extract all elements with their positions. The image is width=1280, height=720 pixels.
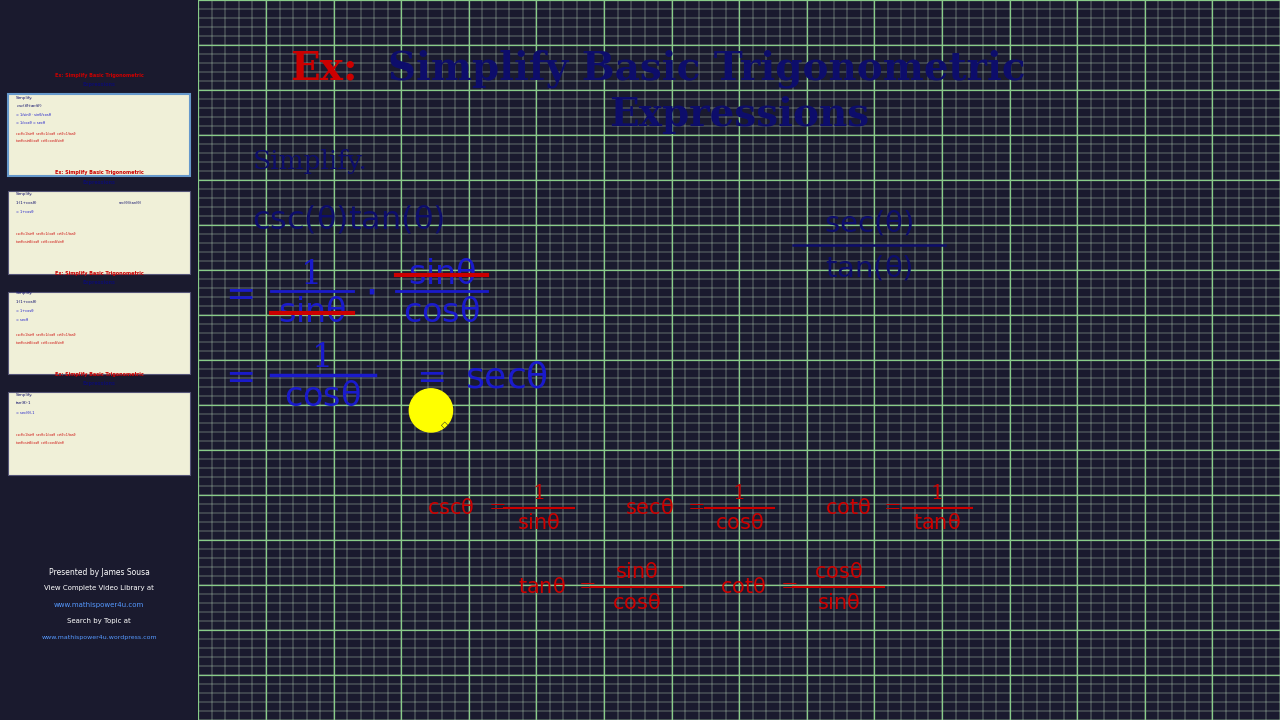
Text: $\mathrm{cos\theta}$: $\mathrm{cos\theta}$ xyxy=(403,297,480,329)
Text: Ex: Simplify Basic Trigonometric: Ex: Simplify Basic Trigonometric xyxy=(55,73,143,78)
Text: $\mathrm{cos\theta}$: $\mathrm{cos\theta}$ xyxy=(284,382,361,413)
Text: Simplify.: Simplify. xyxy=(15,392,33,397)
Text: $\mathrm{sec\theta}$: $\mathrm{sec\theta}$ xyxy=(626,498,675,518)
Text: = 1+cosθ: = 1+cosθ xyxy=(15,210,33,214)
Text: Ex:: Ex: xyxy=(291,50,358,87)
Text: =: = xyxy=(579,577,596,596)
Text: = secθ: = secθ xyxy=(15,318,28,323)
Text: Search by Topic at: Search by Topic at xyxy=(68,618,131,624)
Text: Simplify.: Simplify. xyxy=(15,192,33,197)
Text: www.mathispower4u.wordpress.com: www.mathispower4u.wordpress.com xyxy=(41,635,157,639)
Text: 1: 1 xyxy=(732,484,746,503)
Text: $\mathrm{cos\theta}$: $\mathrm{cos\theta}$ xyxy=(612,593,660,613)
Text: Expressions: Expressions xyxy=(83,281,115,285)
Text: cscθ=1/sinθ  secθ=1/cosθ  cotθ=1/tanθ: cscθ=1/sinθ secθ=1/cosθ cotθ=1/tanθ xyxy=(15,132,76,136)
Text: Simplify.: Simplify. xyxy=(15,291,33,295)
Text: cscθ=1/sinθ  secθ=1/cosθ  cotθ=1/tanθ: cscθ=1/sinθ secθ=1/cosθ cotθ=1/tanθ xyxy=(15,333,76,337)
Text: =: = xyxy=(225,278,256,312)
Text: tanθ=sinθ/cosθ  cotθ=cosθ/sinθ: tanθ=sinθ/cosθ cotθ=cosθ/sinθ xyxy=(15,240,64,244)
Text: 1: 1 xyxy=(312,342,333,374)
FancyBboxPatch shape xyxy=(8,94,191,176)
Text: $\mathrm{sin\theta}$: $\mathrm{sin\theta}$ xyxy=(614,562,658,582)
Text: 1: 1 xyxy=(931,484,943,503)
Text: $csc(\theta)tan(\theta)$: $csc(\theta)tan(\theta)$ xyxy=(15,102,42,109)
Text: 1·(1+cosθ): 1·(1+cosθ) xyxy=(15,300,37,305)
Text: Simplify.: Simplify. xyxy=(15,96,33,100)
Text: = sec(θ)-1: = sec(θ)-1 xyxy=(15,410,35,415)
Text: tanθ=sinθ/cosθ  cotθ=cosθ/sinθ: tanθ=sinθ/cosθ cotθ=cosθ/sinθ xyxy=(15,139,64,143)
Text: Expressions: Expressions xyxy=(83,180,115,184)
FancyBboxPatch shape xyxy=(8,392,191,475)
Text: $\mathrm{csc(\theta)tan(\theta)}$: $\mathrm{csc(\theta)tan(\theta)}$ xyxy=(252,204,445,235)
Text: View Complete Video Library at: View Complete Video Library at xyxy=(45,585,154,591)
Text: 1·(1+cosθ): 1·(1+cosθ) xyxy=(15,201,37,205)
Text: = 1+cosθ: = 1+cosθ xyxy=(15,309,33,313)
Text: Ex: Simplify Basic Trigonometric: Ex: Simplify Basic Trigonometric xyxy=(55,372,143,377)
Text: $\mathrm{sec(\theta)}$: $\mathrm{sec(\theta)}$ xyxy=(824,209,914,238)
Text: = 1/cosθ = secθ: = 1/cosθ = secθ xyxy=(15,121,45,125)
Text: tanθ=sinθ/cosθ  cotθ=cosθ/sinθ: tanθ=sinθ/cosθ cotθ=cosθ/sinθ xyxy=(15,341,64,345)
Text: $\mathrm{csc\theta}$: $\mathrm{csc\theta}$ xyxy=(426,498,474,518)
Text: tan(θ)·1: tan(θ)·1 xyxy=(15,401,32,405)
Text: Expressions: Expressions xyxy=(83,83,115,87)
Text: Expressions: Expressions xyxy=(609,96,869,134)
Text: $\mathrm{cos\theta}$: $\mathrm{cos\theta}$ xyxy=(814,562,863,582)
Text: $\mathrm{sin\theta}$: $\mathrm{sin\theta}$ xyxy=(407,259,476,291)
Text: Ex: Simplify Basic Trigonometric: Ex: Simplify Basic Trigonometric xyxy=(55,171,143,175)
Text: Simplify Basic Trigonometric: Simplify Basic Trigonometric xyxy=(388,49,1025,88)
Text: Expressions: Expressions xyxy=(83,382,115,386)
Text: cscθ=1/sinθ  secθ=1/cosθ  cotθ=1/tanθ: cscθ=1/sinθ secθ=1/cosθ cotθ=1/tanθ xyxy=(15,433,76,437)
Text: $\mathrm{cos\theta}$: $\mathrm{cos\theta}$ xyxy=(714,513,764,533)
Text: =: = xyxy=(225,361,256,395)
Text: cscθ=1/sinθ  secθ=1/cosθ  cotθ=1/tanθ: cscθ=1/sinθ secθ=1/cosθ cotθ=1/tanθ xyxy=(15,232,76,236)
Text: $\cdot$: $\cdot$ xyxy=(364,271,375,315)
Text: sec(θ)/tan(θ): sec(θ)/tan(θ) xyxy=(119,201,142,205)
Text: $=\ \mathrm{sec\theta}$: $=\ \mathrm{sec\theta}$ xyxy=(410,361,548,395)
FancyBboxPatch shape xyxy=(8,292,191,374)
Text: $\mathrm{tan\theta}$: $\mathrm{tan\theta}$ xyxy=(518,577,566,597)
Text: $\mathrm{sin\theta}$: $\mathrm{sin\theta}$ xyxy=(517,513,561,533)
Text: Ex: Simplify Basic Trigonometric: Ex: Simplify Basic Trigonometric xyxy=(55,271,143,276)
Ellipse shape xyxy=(410,389,453,432)
Text: www.mathispower4u.com: www.mathispower4u.com xyxy=(54,602,145,608)
Text: Simplify.: Simplify. xyxy=(252,150,367,174)
Text: Presented by James Sousa: Presented by James Sousa xyxy=(49,568,150,577)
Text: = 1/sinθ · sinθ/cosθ: = 1/sinθ · sinθ/cosθ xyxy=(15,113,51,117)
Text: =: = xyxy=(781,577,797,596)
Text: tanθ=sinθ/cosθ  cotθ=cosθ/sinθ: tanθ=sinθ/cosθ cotθ=cosθ/sinθ xyxy=(15,441,64,445)
Text: $\mathrm{sin\theta}$: $\mathrm{sin\theta}$ xyxy=(278,297,346,329)
Text: =: = xyxy=(687,498,705,517)
Text: ◇: ◇ xyxy=(442,420,449,430)
FancyBboxPatch shape xyxy=(8,191,191,274)
Text: $\mathrm{sin\theta}$: $\mathrm{sin\theta}$ xyxy=(817,593,860,613)
Text: $\mathrm{tan(\theta)}$: $\mathrm{tan(\theta)}$ xyxy=(826,253,913,282)
Text: 1: 1 xyxy=(301,259,323,291)
Text: $\mathrm{cot\theta}$: $\mathrm{cot\theta}$ xyxy=(826,498,872,518)
Text: =: = xyxy=(488,498,506,517)
Text: $\mathrm{cot\theta}$: $\mathrm{cot\theta}$ xyxy=(721,577,767,597)
Text: $\mathrm{tan\theta}$: $\mathrm{tan\theta}$ xyxy=(913,513,961,533)
Text: 1: 1 xyxy=(532,484,545,503)
Text: =: = xyxy=(884,498,901,517)
